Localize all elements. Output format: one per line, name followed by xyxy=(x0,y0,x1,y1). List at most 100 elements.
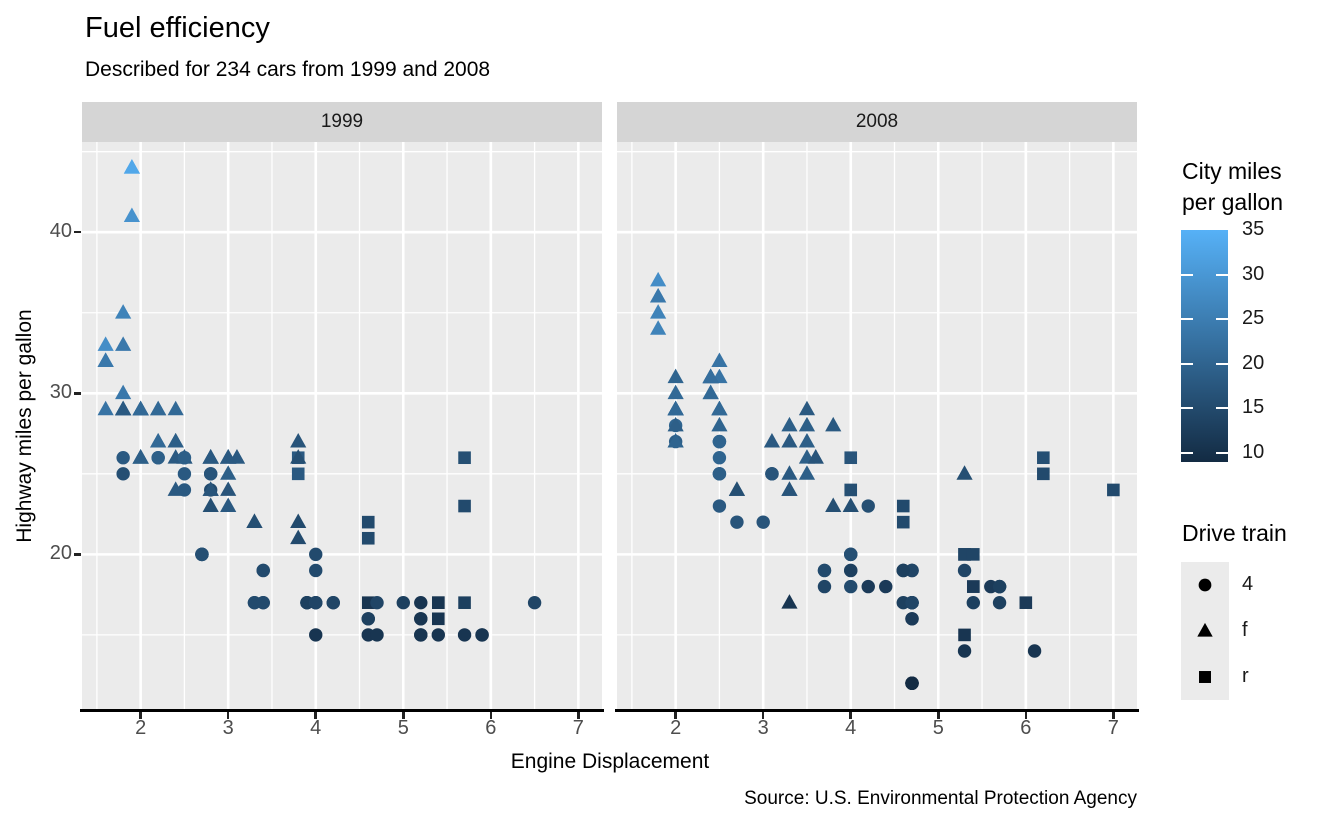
x-tick-label: 7 xyxy=(1107,717,1119,739)
data-point-triangle xyxy=(290,513,307,529)
data-point-circle xyxy=(896,563,910,578)
data-point-circle xyxy=(905,595,919,610)
data-point-triangle xyxy=(150,433,167,448)
data-point-triangle xyxy=(667,368,684,384)
y-axis-title: Highway miles per gallon xyxy=(13,309,36,543)
panel-canvas-1999 xyxy=(82,142,602,709)
data-point-triangle xyxy=(781,433,798,448)
data-point-triangle xyxy=(150,400,167,416)
data-point-triangle xyxy=(202,481,219,496)
x-tick-label: 6 xyxy=(1020,717,1032,739)
shape-legend-key-f xyxy=(1181,608,1229,654)
data-point-circle xyxy=(396,595,410,610)
data-point-circle xyxy=(256,595,270,610)
scatter-panel-1999 xyxy=(82,142,602,709)
data-point-circle xyxy=(712,499,727,513)
data-point-triangle xyxy=(711,352,728,367)
color-gradient-bar xyxy=(1181,230,1228,462)
x-tick-label: 4 xyxy=(310,717,322,739)
x-tick-label: 2 xyxy=(670,717,682,739)
data-point-triangle xyxy=(842,497,859,512)
x-axis-tick xyxy=(402,712,405,719)
facet-strip-label: 1999 xyxy=(320,111,364,132)
data-point-circle xyxy=(309,547,323,562)
data-point-circle xyxy=(844,579,858,594)
data-point-square xyxy=(431,596,445,609)
data-point-circle xyxy=(370,595,384,610)
data-point-triangle xyxy=(807,449,824,464)
data-point-square xyxy=(1107,483,1120,497)
data-point-circle xyxy=(765,467,779,481)
shape-legend-item-label: f xyxy=(1242,619,1248,641)
data-point-triangle xyxy=(650,304,667,319)
data-point-triangle xyxy=(781,416,798,432)
data-point-triangle xyxy=(290,433,307,448)
data-point-circle xyxy=(992,579,1007,594)
data-point-circle xyxy=(712,467,727,481)
y-tick-label: 20 xyxy=(49,542,72,565)
shape-legend-key-4 xyxy=(1181,562,1229,608)
y-axis-tick xyxy=(74,230,81,234)
shape-legend-key-r xyxy=(1181,654,1229,700)
x-axis-tick xyxy=(489,712,493,719)
scatter-panel-2008 xyxy=(617,142,1137,709)
data-point-triangle xyxy=(132,400,149,416)
data-point-square xyxy=(966,548,980,561)
data-point-circle xyxy=(957,563,972,578)
data-point-square xyxy=(896,499,910,513)
x-axis-title: Engine Displacement xyxy=(510,750,710,773)
data-point-square xyxy=(361,515,375,529)
triangle-key-icon xyxy=(1197,622,1213,637)
data-point-triangle xyxy=(1197,622,1213,637)
data-point-square xyxy=(1019,596,1033,609)
data-point-triangle xyxy=(132,449,149,464)
data-point-triangle xyxy=(202,449,219,464)
data-point-circle xyxy=(1198,578,1212,592)
data-point-circle xyxy=(116,467,130,481)
data-point-triangle xyxy=(956,465,973,480)
x-axis-tick xyxy=(226,712,230,719)
data-point-circle xyxy=(203,467,218,481)
data-point-triangle xyxy=(763,433,781,448)
x-axis-line-1999 xyxy=(80,709,604,712)
data-point-triangle xyxy=(798,400,816,416)
data-point-triangle xyxy=(290,529,307,545)
y-tick-label: 40 xyxy=(49,220,72,243)
x-tick-label: 2 xyxy=(135,717,147,739)
data-point-triangle xyxy=(650,271,667,287)
data-point-circle xyxy=(957,644,972,658)
x-tick-label: 5 xyxy=(932,717,944,739)
data-point-circle xyxy=(527,595,542,610)
x-axis-tick xyxy=(849,712,852,719)
data-point-triangle xyxy=(220,465,237,480)
chart-title: Fuel efficiency xyxy=(85,12,270,44)
data-point-triangle xyxy=(781,465,798,480)
chart-subtitle: Described for 234 cars from 1999 and 200… xyxy=(85,58,491,81)
data-point-triangle xyxy=(781,594,798,609)
data-point-triangle xyxy=(781,481,798,496)
data-point-triangle xyxy=(115,384,132,400)
x-axis-tick xyxy=(761,712,765,719)
data-point-triangle xyxy=(825,416,842,432)
data-point-square xyxy=(844,451,858,465)
data-point-circle xyxy=(844,547,858,562)
circle-key-icon xyxy=(1198,578,1212,592)
shape-legend-title: Drive train xyxy=(1182,520,1287,546)
data-point-triangle xyxy=(711,416,728,432)
data-point-square xyxy=(1037,451,1050,465)
gradient-tick-mark xyxy=(1216,407,1228,410)
shape-legend-item-label: r xyxy=(1242,665,1249,687)
x-tick-label: 3 xyxy=(757,717,769,739)
data-point-circle xyxy=(116,451,130,465)
data-point-circle xyxy=(457,628,472,642)
data-point-triangle xyxy=(667,433,684,448)
data-point-circle xyxy=(712,434,727,449)
x-tick-label: 5 xyxy=(397,717,409,739)
gradient-tick-mark xyxy=(1181,452,1193,455)
data-point-triangle xyxy=(167,433,184,448)
data-point-triangle xyxy=(220,449,237,464)
data-point-circle xyxy=(195,547,209,562)
y-axis-tick xyxy=(74,553,81,556)
panel-canvas-2008 xyxy=(617,142,1137,709)
